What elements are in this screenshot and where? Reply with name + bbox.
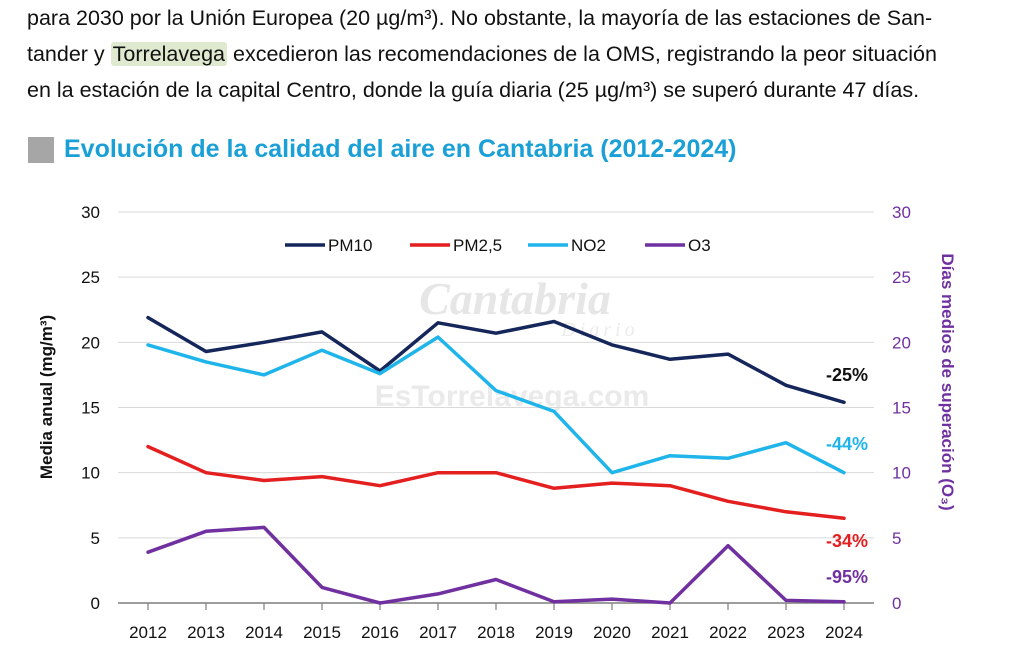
y-tick-30: 30 — [81, 203, 100, 222]
x-tick-2022: 2022 — [709, 623, 747, 642]
chart-title-row: Evolución de la calidad del aire en Cant… — [28, 135, 737, 164]
change-label-no2: -44% — [826, 434, 868, 454]
title-square-icon — [28, 136, 54, 163]
highlighted-link-torrelavega[interactable]: Torrelavega — [110, 42, 228, 66]
y-tick-20: 20 — [81, 333, 100, 352]
change-label-o3: -95% — [826, 567, 868, 587]
chart-title: Evolución de la calidad del aire en Cant… — [64, 135, 737, 163]
legend-label-o3: O3 — [688, 236, 711, 255]
y-tick-15: 15 — [81, 399, 100, 418]
intro-paragraph: para 2030 por la Unión Europea (20 µg/m³… — [27, 0, 1007, 108]
change-label-pm25: -34% — [826, 531, 868, 551]
legend-label-pm25: PM2,5 — [453, 236, 502, 255]
y2-tick-20: 20 — [892, 333, 911, 352]
x-tick-2016: 2016 — [361, 623, 399, 642]
watermark-sub: Diario — [560, 319, 638, 341]
y-tick-0: 0 — [91, 594, 100, 613]
x-tick-2018: 2018 — [477, 623, 515, 642]
y2-tick-15: 15 — [892, 399, 911, 418]
series-line-pm10 — [146, 315, 846, 405]
y-tick-10: 10 — [81, 464, 100, 483]
paragraph-line-2: tander y Torrelavega excedieron las reco… — [27, 36, 1007, 72]
change-label-pm10: -25% — [826, 365, 868, 385]
paragraph-line-2-start: tander y — [27, 42, 111, 66]
y2-tick-25: 25 — [892, 268, 911, 287]
x-tick-2015: 2015 — [303, 623, 341, 642]
x-tick-2024: 2024 — [825, 623, 863, 642]
y2-tick-5: 5 — [892, 529, 901, 548]
x-tick-2019: 2019 — [535, 623, 573, 642]
x-tick-2017: 2017 — [419, 623, 457, 642]
legend-label-no2: NO2 — [571, 236, 606, 255]
y-axis-title: Media anual (mg/m³) — [37, 315, 56, 479]
y-tick-25: 25 — [81, 268, 100, 287]
series-line-o3 — [146, 525, 846, 605]
y2-tick-10: 10 — [892, 464, 911, 483]
y2-tick-0: 0 — [892, 594, 901, 613]
x-tick-2023: 2023 — [767, 623, 805, 642]
x-tick-2013: 2013 — [187, 623, 225, 642]
y-tick-5: 5 — [91, 529, 100, 548]
watermark-brand: Cantabria — [419, 273, 611, 324]
x-tick-2021: 2021 — [651, 623, 689, 642]
y2-axis-title: Días medios de superación (O₃) — [938, 253, 957, 510]
legend-label-pm10: PM10 — [328, 236, 372, 255]
paragraph-line-2-end: excedieron las recomendaciones de la OMS… — [227, 42, 937, 66]
paragraph-line-1: para 2030 por la Unión Europea (20 µg/m³… — [27, 6, 933, 30]
y2-tick-30: 30 — [892, 203, 911, 222]
series-line-no2 — [146, 335, 846, 475]
series-line-pm25 — [146, 444, 846, 521]
x-tick-2012: 2012 — [129, 623, 167, 642]
x-tick-2014: 2014 — [245, 623, 283, 642]
x-tick-2020: 2020 — [593, 623, 631, 642]
paragraph-line-3: en la estación de la capital Centro, don… — [27, 78, 920, 102]
